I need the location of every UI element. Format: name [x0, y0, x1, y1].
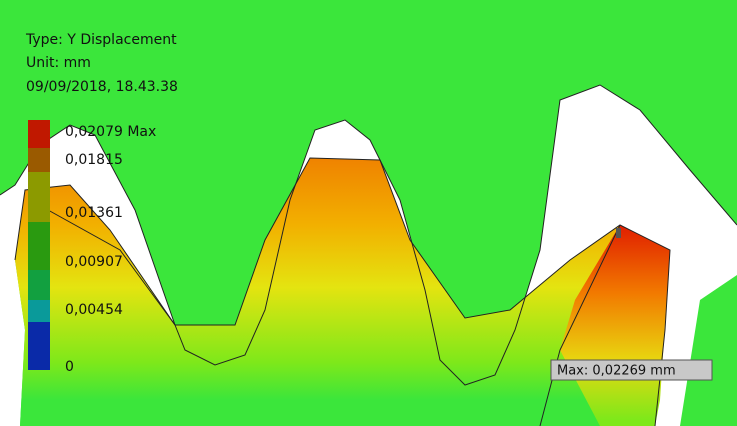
unit: Unit: mm	[26, 55, 91, 71]
probe-marker	[616, 228, 621, 238]
legend-label: 0,00907	[65, 254, 123, 270]
color-band	[28, 120, 50, 148]
legend-label: 0	[65, 359, 74, 375]
color-band	[28, 222, 50, 270]
result-type: Type: Y Displacement	[25, 32, 177, 48]
page: Type: Y Displacement Unit: mm 09/09/2018…	[0, 0, 737, 426]
color-band	[28, 300, 50, 322]
legend-label: 0,02079 Max	[65, 124, 156, 140]
legend-label: 0,01361	[65, 205, 123, 221]
legend-label: 0,01815	[65, 152, 123, 168]
probe-label: Max: 0,02269 mm	[557, 364, 676, 379]
color-bar	[28, 120, 50, 370]
color-band	[28, 172, 50, 222]
timestamp: 09/09/2018, 18.43.38	[26, 79, 178, 95]
color-band	[28, 270, 50, 300]
legend-label: 0,00454	[65, 302, 123, 318]
viewport: Type: Y Displacement Unit: mm 09/09/2018…	[0, 0, 737, 426]
color-band	[28, 148, 50, 172]
color-band	[28, 322, 50, 370]
